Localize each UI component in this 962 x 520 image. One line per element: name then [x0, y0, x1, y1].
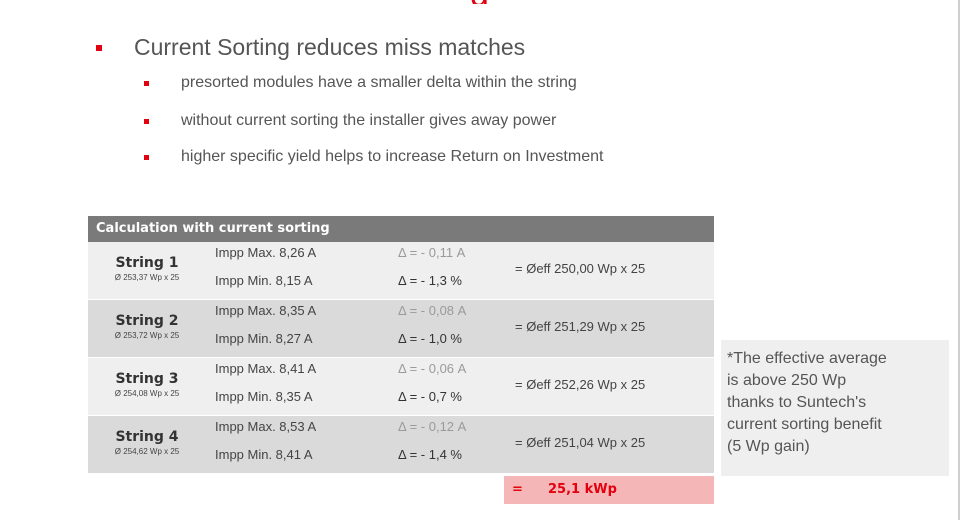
sub-bullet: presorted modules have a smaller delta w…: [144, 74, 577, 92]
sub-bullet-text: presorted modules have a smaller delta w…: [181, 74, 577, 91]
impp-max: Impp Max. 8,53 A: [215, 419, 317, 434]
main-bullet: Current Sorting reduces miss matches: [96, 34, 525, 61]
bullet-square-icon: [144, 118, 149, 124]
footnote-line: thanks to Suntech's: [727, 394, 867, 411]
bullet-square-icon: [96, 44, 102, 51]
footnote-box: *The effective average is above 250 Wp t…: [721, 340, 949, 476]
sub-bullet: without current sorting the installer gi…: [144, 112, 556, 130]
string-name: String 3: [115, 371, 179, 387]
impp-min: Impp Min. 8,27 A: [215, 331, 313, 346]
sub-bullet: higher specific yield helps to increase …: [144, 148, 603, 166]
row-divider: [88, 415, 714, 416]
delta-percent: Δ = - 0,7 %: [398, 389, 462, 404]
sub-bullet-text: higher specific yield helps to increase …: [181, 148, 604, 165]
total-value: 25,1 kWp: [548, 482, 617, 497]
footnote-line: is above 250 Wp: [727, 372, 847, 389]
total-result: = 25,1 kWp: [504, 476, 714, 504]
string-average: Ø 253,37 Wp x 25: [114, 273, 180, 282]
sub-bullet-text: without current sorting the installer gi…: [181, 112, 557, 129]
delta-current: Δ = - 0,06 A: [398, 361, 467, 376]
table-row: String 4 Ø 254,62 Wp x 25 Impp Max. 8,53…: [88, 416, 714, 473]
string-average: Ø 254,08 Wp x 25: [114, 389, 180, 398]
impp-min: Impp Min. 8,15 A: [215, 273, 313, 288]
footnote-line: current sorting benefit: [727, 416, 882, 433]
effective-power: = Øeff 251,29 Wp x 25: [515, 319, 646, 334]
table-row: String 1 Ø 253,37 Wp x 25 Impp Max. 8,26…: [88, 242, 714, 299]
impp-max: Impp Max. 8,35 A: [215, 303, 317, 318]
impp-min: Impp Min. 8,41 A: [215, 447, 313, 462]
table-row: String 3 Ø 254,08 Wp x 25 Impp Max. 8,41…: [88, 358, 714, 415]
impp-max: Impp Max. 8,26 A: [215, 245, 317, 260]
footnote-line: (5 Wp gain): [727, 438, 810, 455]
calculation-table: Calculation with current sorting String …: [88, 216, 714, 473]
row-divider: [88, 299, 714, 300]
footnote-line: *The effective average: [727, 350, 887, 367]
delta-percent: Δ = - 1,4 %: [398, 447, 462, 462]
string-name: String 2: [115, 313, 179, 329]
effective-power: = Øeff 251,04 Wp x 25: [515, 435, 646, 450]
effective-power: = Øeff 250,00 Wp x 25: [515, 261, 646, 276]
delta-current: Δ = - 0,11 A: [398, 245, 466, 260]
impp-max: Impp Max. 8,41 A: [215, 361, 317, 376]
delta-percent: Δ = - 1,0 %: [398, 331, 462, 346]
string-average: Ø 253,72 Wp x 25: [114, 331, 180, 340]
string-average: Ø 254,62 Wp x 25: [114, 447, 180, 456]
impp-min: Impp Min. 8,35 A: [215, 389, 313, 404]
table-header: Calculation with current sorting: [88, 216, 714, 242]
delta-current: Δ = - 0,12 A: [398, 419, 467, 434]
table-row: String 2 Ø 253,72 Wp x 25 Impp Max. 8,35…: [88, 300, 714, 357]
main-bullet-text: Current Sorting reduces miss matches: [134, 34, 526, 60]
bullet-square-icon: [144, 80, 149, 86]
effective-power: = Øeff 252,26 Wp x 25: [515, 377, 646, 392]
total-equals: =: [512, 482, 523, 497]
slide-title-fragment: g: [470, 0, 530, 4]
string-name: String 1: [115, 255, 179, 271]
delta-current: Δ = - 0,08 A: [398, 303, 467, 318]
delta-percent: Δ = - 1,3 %: [398, 273, 462, 288]
row-divider: [88, 357, 714, 358]
right-divider: [958, 0, 960, 520]
bullet-square-icon: [144, 154, 149, 160]
string-name: String 4: [115, 429, 179, 445]
